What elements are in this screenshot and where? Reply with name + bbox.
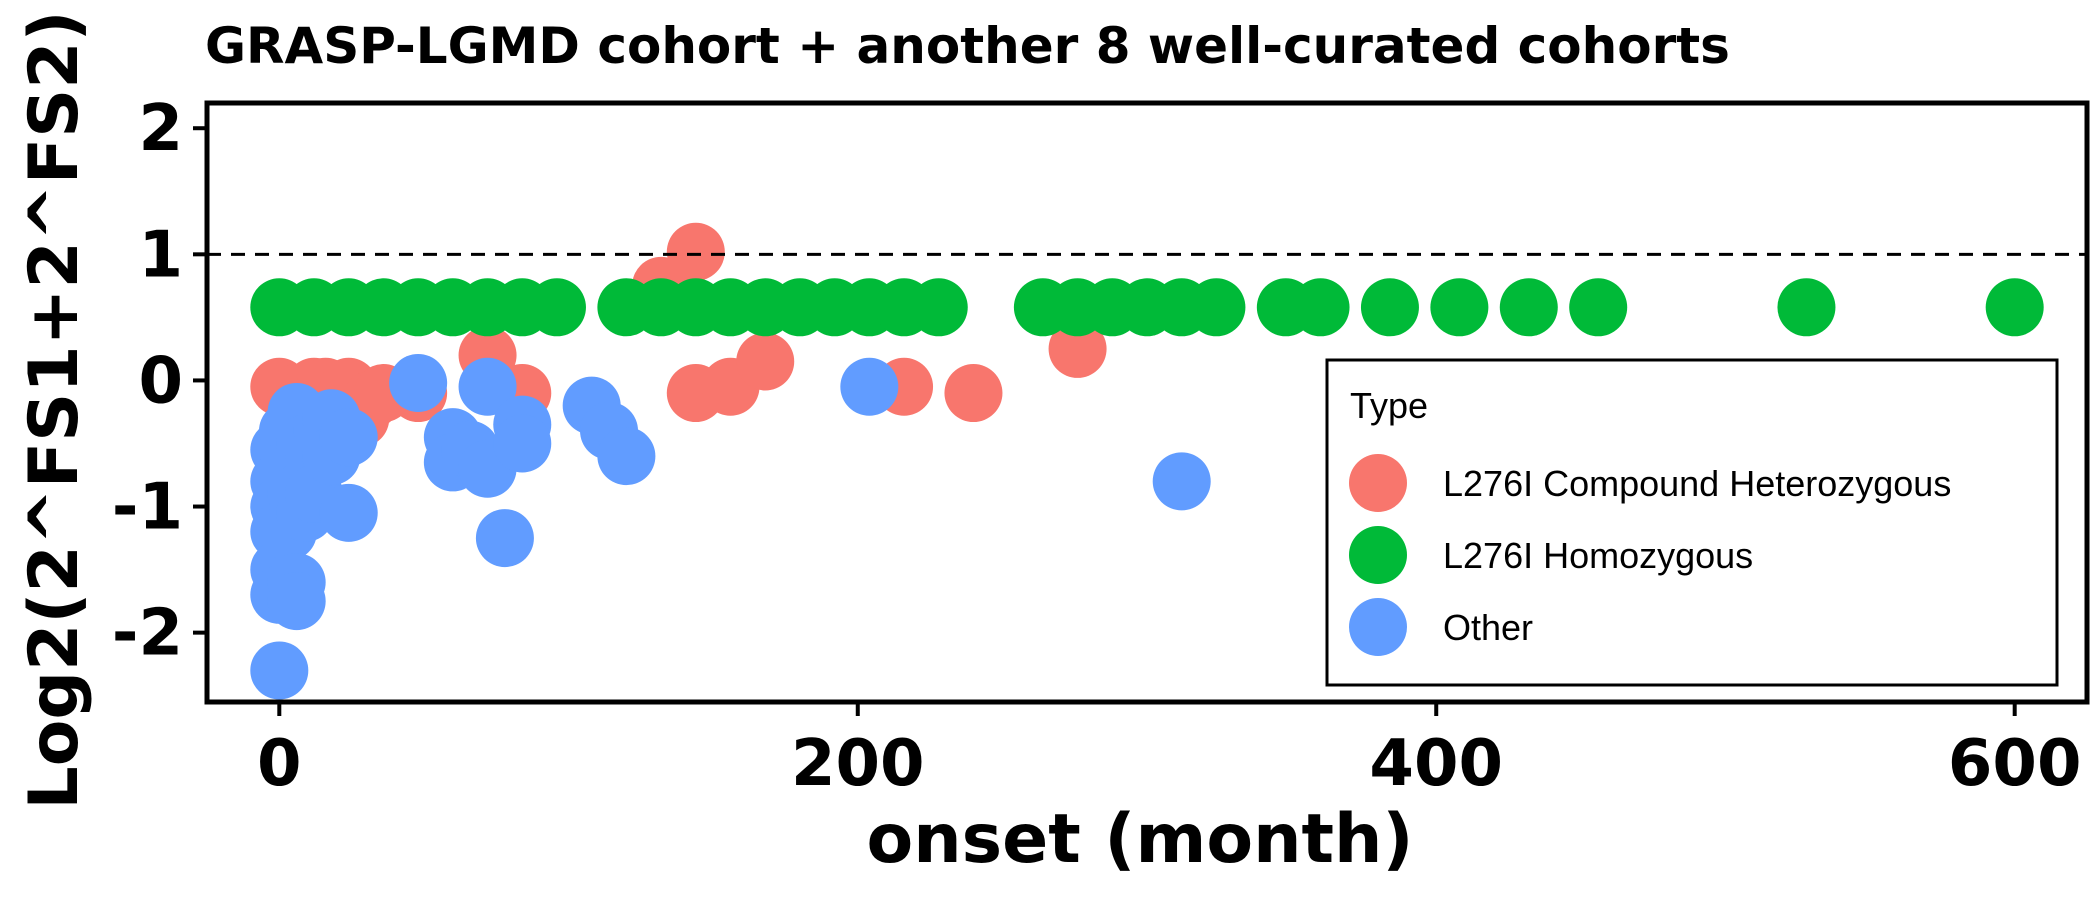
plot-panel-border (204, 100, 2090, 705)
y-tick-label: -1 (112, 471, 183, 545)
x-axis: 0 200 400 600 (257, 702, 2081, 801)
data-point (1499, 278, 1558, 337)
data-point (1152, 452, 1211, 511)
y-tick-label: -2 (112, 597, 183, 671)
x-axis-title: onset (month) (867, 800, 1414, 879)
data-point (1777, 278, 1836, 337)
data-point (250, 641, 309, 700)
legend-key (1349, 526, 1407, 584)
legend-label: L276I Compound Heterozygous (1443, 463, 1951, 504)
data-point (1569, 278, 1628, 337)
legend-label: Other (1443, 607, 1533, 648)
y-tick-label: 1 (138, 218, 183, 292)
x-tick-label: 400 (1369, 727, 1503, 801)
data-point (944, 364, 1003, 423)
y-axis: 2 1 0 -1 -2 (112, 92, 207, 671)
data-point (1985, 278, 2044, 337)
data-point (458, 357, 517, 416)
data-point (475, 509, 534, 568)
data-point (1187, 278, 1246, 337)
x-tick-label: 600 (1948, 727, 2082, 801)
data-point (909, 278, 968, 337)
data-point (267, 572, 326, 631)
legend-label: L276I Homozygous (1443, 535, 1753, 576)
data-point (1360, 278, 1419, 337)
series-1 (250, 278, 2044, 337)
y-axis-title: Log2(2^FS1+2^FS2) (15, 10, 94, 809)
data-point (840, 357, 899, 416)
data-point (736, 332, 795, 391)
data-point (597, 427, 656, 486)
legend-title: Type (1350, 385, 1428, 426)
series-2 (250, 353, 1211, 700)
data-point (1291, 278, 1350, 337)
data-point (527, 278, 586, 337)
data-point (319, 408, 378, 467)
data-points (250, 222, 2044, 700)
legend-box (1325, 358, 2059, 687)
data-point (1048, 319, 1107, 378)
y-tick-label: 0 (138, 344, 183, 418)
y-tick-label: 2 (138, 92, 183, 166)
legend-key (1349, 598, 1407, 656)
chart-title: GRASP-LGMD cohort + another 8 well-curat… (205, 17, 1730, 75)
x-tick-label: 0 (257, 727, 302, 801)
data-point (493, 414, 552, 473)
x-tick-label: 200 (791, 727, 925, 801)
data-point (666, 222, 725, 281)
legend-entries: L276I Compound Heterozygous L276I Homozyg… (1349, 454, 1951, 656)
data-point (1430, 278, 1489, 337)
data-point (319, 483, 378, 542)
data-point (389, 353, 448, 412)
legend-key (1349, 454, 1407, 512)
legend: Type L276I Compound Heterozygous L276I Ho… (1325, 358, 2059, 687)
